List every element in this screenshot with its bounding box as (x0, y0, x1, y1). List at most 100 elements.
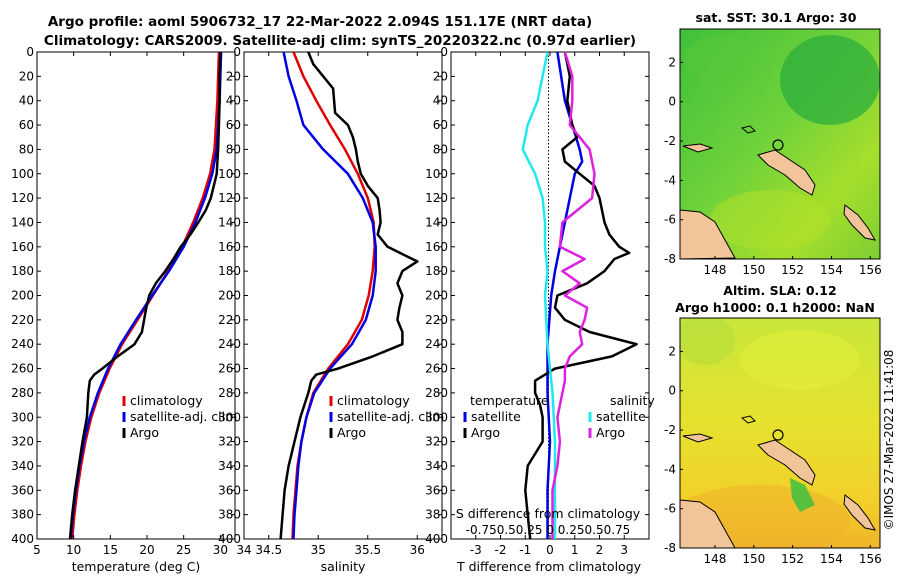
diff-y-tick-label: 80 (433, 142, 448, 156)
sal-y-tick-label: 220 (218, 313, 241, 327)
sal-y-tick-label: 80 (226, 142, 241, 156)
temperature-series-group (68, 51, 223, 540)
temp-y-tick-label: 120 (11, 191, 34, 205)
diff-y-tick-label: 340 (425, 459, 448, 473)
sal-y-tick-label: 280 (218, 386, 241, 400)
sla-map-x-tick-label: 152 (781, 552, 804, 566)
temp-y-tick-label: 200 (11, 289, 34, 303)
temp-y-tick-label: 40 (19, 94, 34, 108)
temperature-x-label: temperature (deg C) (72, 559, 201, 574)
sal-x-tick-label: 34 (236, 543, 251, 557)
temp-y-tick-label: 260 (11, 362, 34, 376)
diff-series-salinity-satellite (521, 51, 557, 539)
temp-y-tick-label: 100 (11, 167, 34, 181)
difference-legend: temperature salinity satellite Argo sate… (463, 393, 655, 440)
sla-map-y-tick-label: -2 (664, 423, 676, 437)
legend-climatology: climatology (130, 393, 203, 408)
sst-map-y-tick-label: -4 (664, 173, 676, 187)
diff-y-tick-label: 280 (425, 386, 448, 400)
sal-y-tick-label: 240 (218, 337, 241, 351)
sla-map-x-tick-label: 154 (820, 552, 843, 566)
sal-y-tick-label: 0 (233, 45, 241, 59)
sal-x-tick-label: 35.5 (354, 543, 381, 557)
salinity-series-group (279, 51, 419, 540)
temp-y-tick-label: 140 (11, 215, 34, 229)
temp-y-tick-label: 180 (11, 264, 34, 278)
temp-y-tick-label: 60 (19, 118, 34, 132)
sla-map-y-tick-label: 0 (668, 384, 676, 398)
sst-map-x-tick-label: 152 (781, 263, 804, 277)
temp-y-tick-label: 280 (11, 386, 34, 400)
temp-y-tick-label: 340 (11, 459, 34, 473)
sla-map-y-tick-label: 2 (668, 344, 676, 358)
diff-y-tick-label: 140 (425, 215, 448, 229)
legend-satellite-adj: satellite-adj. clim (130, 409, 237, 424)
sal-y-tick-label: 260 (218, 362, 241, 376)
temp-y-tick-label: 160 (11, 240, 34, 254)
sal-y-tick-label: 100 (218, 167, 241, 181)
legend-diff-s-argo: Argo (596, 425, 625, 440)
sal-y-tick-label: 60 (226, 118, 241, 132)
temp-y-tick-label: 0 (26, 45, 34, 59)
sal-y-tick-label: 300 (218, 410, 241, 424)
diff-y-tick-label: 380 (425, 508, 448, 522)
sst-map-y-tick-label: -6 (664, 213, 676, 227)
diff-y-tick-label: 220 (425, 313, 448, 327)
sst-map (680, 29, 880, 259)
sla-map-x-tick-label: 156 (859, 552, 882, 566)
diff-y-tick-label: 320 (425, 435, 448, 449)
temp-y-tick-label: 320 (11, 435, 34, 449)
difference-x-label: T difference from climatology (456, 559, 642, 574)
sst-float-marker (772, 139, 784, 151)
sal-x-tick-label: 35 (311, 543, 326, 557)
sst-map-y-tick-label: 0 (668, 95, 676, 109)
diff-y-tick-label: 120 (425, 191, 448, 205)
diff-y-tick-label: 40 (433, 94, 448, 108)
temp-x-tick-label: 15 (103, 543, 118, 557)
diff-x-tick-label: -1 (519, 543, 531, 557)
sla-map-title-line2: Argo h1000: 0.1 h2000: NaN (675, 300, 875, 315)
sal-y-tick-label: 160 (218, 240, 241, 254)
temp-y-tick-label: 240 (11, 337, 34, 351)
temp-y-tick-label: 220 (11, 313, 34, 327)
axes-ticks-group: 0204060801001201401601802002202402602803… (11, 45, 649, 557)
temperature-panel-frame (36, 51, 236, 540)
sla-map (680, 318, 880, 548)
temp-y-tick-label: 400 (11, 532, 34, 546)
sal-series-argo (279, 51, 419, 540)
temp-y-tick-label: 300 (11, 410, 34, 424)
legend-diff-temperature-heading: temperature (470, 393, 549, 408)
sal-y-tick-label: 140 (218, 215, 241, 229)
sal-y-tick-label: 340 (218, 459, 241, 473)
legend-sal-satellite-adj: satellite-adj. clim (337, 409, 444, 424)
sla-map-title-line1: Altim. SLA: 0.12 (723, 283, 836, 298)
sst-map-y-tick-label: -2 (664, 134, 676, 148)
temp-y-tick-label: 360 (11, 483, 34, 497)
sal-y-tick-label: 40 (226, 94, 241, 108)
legend-sal-climatology: climatology (337, 393, 410, 408)
diff-series-temperature-argo (524, 51, 638, 540)
sla-map-y-tick-label: -6 (664, 502, 676, 516)
diff-y-tick-label: 400 (425, 532, 448, 546)
diff-y-tick-label: 260 (425, 362, 448, 376)
sst-map-y-tick-label: 2 (668, 55, 676, 69)
diff-y-tick-label: 0 (440, 45, 448, 59)
difference-series-group (521, 51, 638, 540)
diff-y-tick-label: 20 (433, 69, 448, 83)
sst-map-frame (679, 28, 881, 260)
temp-series-climatology (70, 51, 221, 540)
sla-map-frame (679, 317, 881, 549)
legend-diff-s-satellite: satellite (596, 409, 646, 424)
diff-series-salinity-argo (551, 51, 596, 539)
temp-series-argo (68, 51, 222, 540)
legend-diff-salinity-heading: salinity (610, 393, 655, 408)
temp-x-tick-label: 20 (139, 543, 154, 557)
sst-map-x-tick-label: 150 (742, 263, 765, 277)
salinity-legend: climatology satellite-adj. clim Argo (329, 393, 444, 440)
temp-x-tick-label: 25 (176, 543, 191, 557)
sal-y-tick-label: 20 (226, 69, 241, 83)
diff-x-tick-label: 0 (546, 543, 554, 557)
diff-x-tick-label: -2 (495, 543, 507, 557)
